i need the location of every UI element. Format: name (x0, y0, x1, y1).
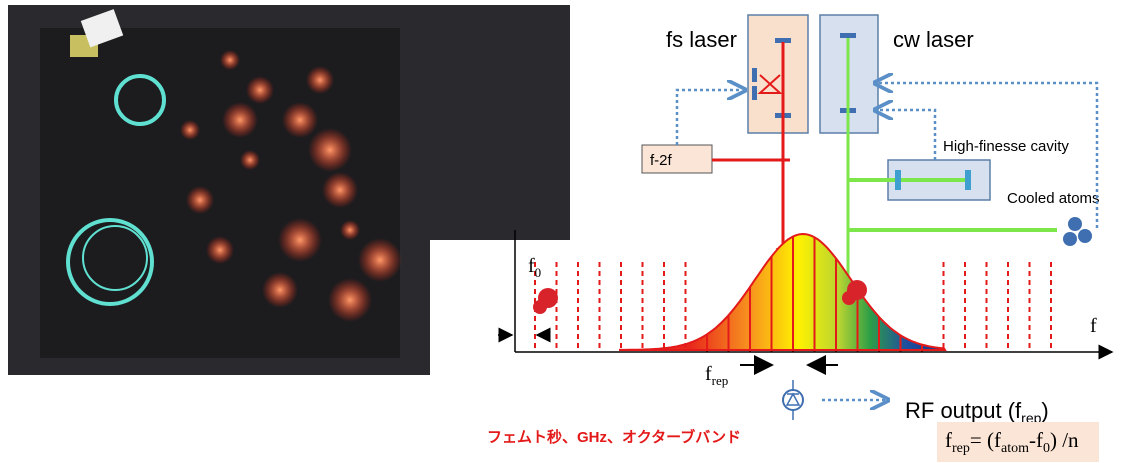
formula-part: 0 (1043, 441, 1050, 456)
f2f-label: f-2f (650, 152, 673, 169)
formula-part: f (945, 428, 952, 452)
rf-output: RF output (frep) (905, 398, 1049, 426)
atoms-label: Cooled atoms (1007, 190, 1100, 207)
f0-label: f0 (528, 255, 541, 280)
cw-laser-label: cw laser (893, 27, 974, 52)
fs-laser-label: fs laser (666, 27, 737, 52)
photo-glow (262, 272, 298, 308)
atoms (1063, 217, 1092, 246)
formula-part: rep (952, 441, 970, 456)
photo-glow (220, 50, 240, 70)
photo-glow (186, 186, 214, 214)
photo-glow (222, 102, 258, 138)
photo-glow (322, 172, 358, 208)
f-axis-label: f (1090, 315, 1097, 337)
spectrum (620, 234, 945, 350)
photo-glow (306, 66, 334, 94)
photo (8, 5, 570, 375)
photo-glow (206, 236, 234, 264)
formula-part: atom (1001, 441, 1029, 456)
photo-glow (180, 120, 200, 140)
photo-glow (278, 218, 322, 262)
frep-label: frep (705, 363, 728, 388)
slide: fs laser cw laser f-2f High-finesse cavi… (0, 0, 1126, 463)
cavity-label: High-finesse cavity (943, 138, 1069, 155)
formula-part: -f (1029, 428, 1043, 452)
photo-glow (246, 76, 274, 104)
photo-glow (240, 150, 260, 170)
japanese-caption: フェムト秒、GHz、オクターブバンド (487, 428, 741, 446)
photo-glow (328, 278, 372, 322)
photo-glow (282, 102, 318, 138)
photo-glow (340, 220, 360, 240)
comb (535, 236, 1051, 352)
photo-glow (308, 128, 352, 172)
formula-part: = (f (970, 428, 1001, 452)
formula-part: ) /n (1050, 428, 1079, 452)
photo-glow (358, 238, 402, 282)
